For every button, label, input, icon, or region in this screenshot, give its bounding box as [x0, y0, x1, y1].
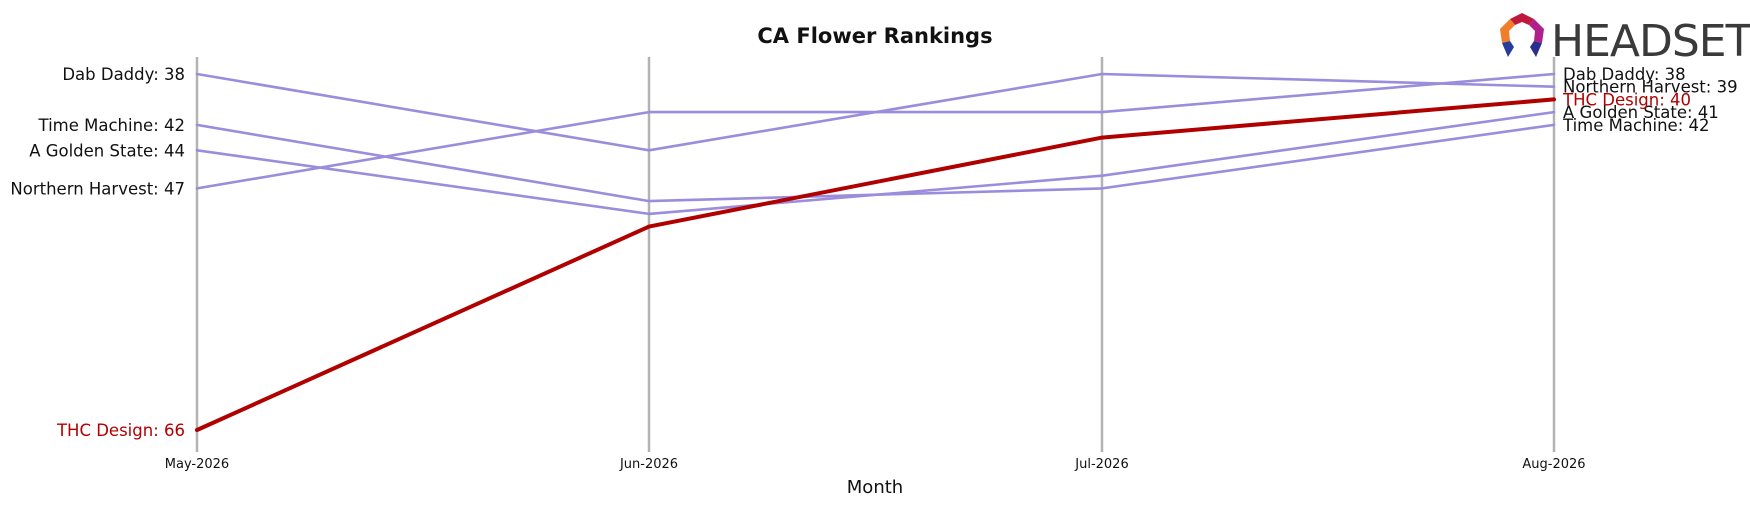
headset-logo-icon: [1500, 13, 1544, 57]
series-line-northern-harvest: [195, 72, 1556, 190]
x-tick-label: May-2026: [165, 457, 229, 472]
left-label: Northern Harvest: 47: [10, 179, 185, 198]
right-label: A Golden State: 41: [1563, 103, 1719, 122]
right-label: Time Machine: 42: [1562, 116, 1710, 135]
left-label: THC Design: 66: [56, 421, 185, 440]
right-label: Northern Harvest: 39: [1563, 78, 1738, 97]
series-lines: [195, 72, 1556, 432]
x-tick-label: Aug-2026: [1522, 457, 1585, 472]
left-label: Time Machine: 42: [38, 116, 186, 135]
right-label: Dab Daddy: 38: [1563, 65, 1686, 84]
series-line-thc-design: [195, 97, 1556, 432]
x-ticks: May-2026 Jun-2026 Jul-2026 Aug-2026: [165, 457, 1586, 472]
series-line-a-golden-state: [195, 110, 1556, 216]
left-label: Dab Daddy: 38: [62, 65, 185, 84]
chart-title: CA Flower Rankings: [757, 24, 992, 48]
left-labels: Dab Daddy: 38 Time Machine: 42 A Golden St…: [10, 65, 185, 440]
grid: [195, 57, 1556, 452]
series-line-time-machine: [195, 123, 1556, 203]
headset-logo-text: HEADSET: [1551, 16, 1750, 67]
x-axis-label: Month: [847, 477, 903, 498]
right-label: THC Design: 40: [1562, 90, 1691, 109]
right-labels: Northern Harvest: 39 Time Machine: 42A Go…: [1562, 65, 1738, 135]
x-tick-label: Jun-2026: [619, 457, 678, 472]
x-tick-label: Jul-2026: [1074, 457, 1128, 472]
left-label: A Golden State: 44: [29, 141, 185, 160]
headset-logo: HEADSET: [1500, 13, 1750, 67]
